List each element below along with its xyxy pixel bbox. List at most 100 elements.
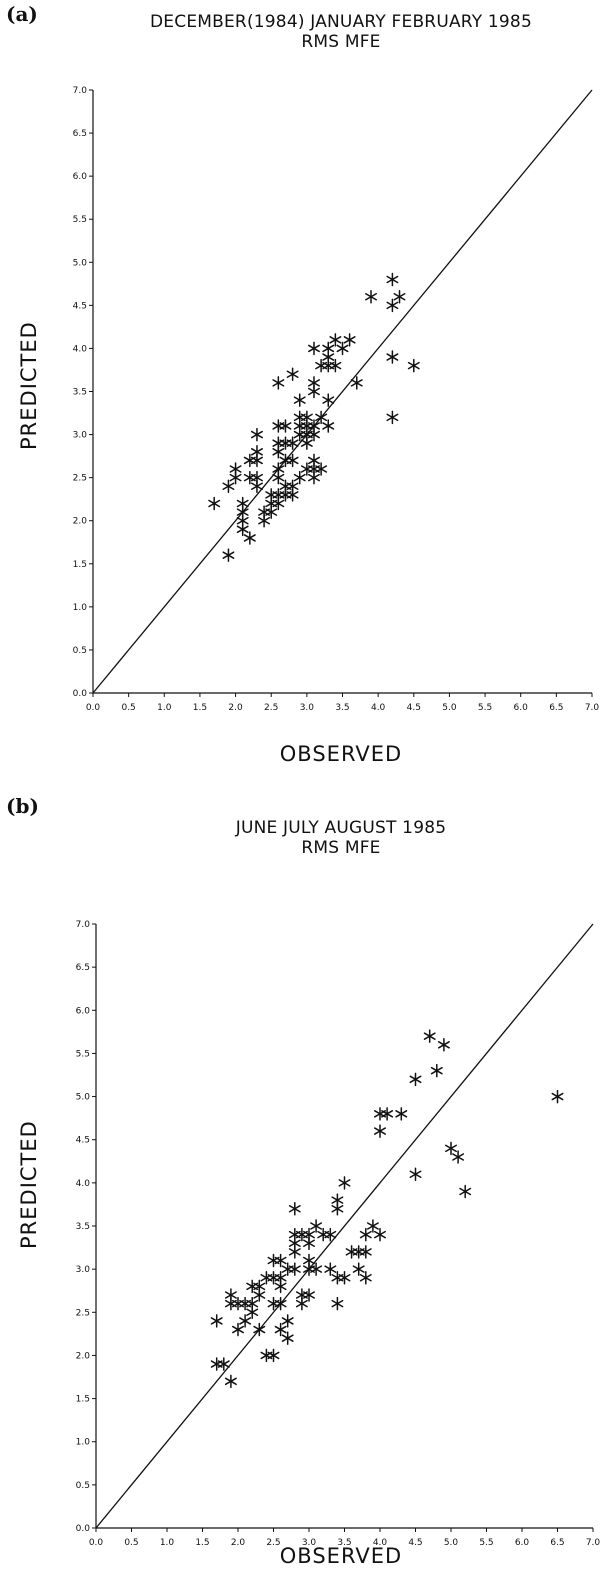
- data-point: [224, 1374, 237, 1389]
- data-point: [274, 1253, 287, 1268]
- data-point: [308, 419, 320, 433]
- data-point: [267, 1348, 280, 1363]
- data-point: [303, 1253, 315, 1268]
- x-tick-label: 6.0: [515, 1538, 530, 1548]
- data-point: [366, 1219, 379, 1233]
- data-point: [210, 1357, 223, 1371]
- data-point: [345, 1245, 358, 1259]
- data-point: [374, 1124, 386, 1138]
- scatter-plot: 0.0 0.5 1.0 1.5 2.0 2.5 3.0 3.5 4.0 4.5 5.0 5.5 6.0 6…: [73, 86, 600, 713]
- chart-subtitle: RMS MFE: [301, 32, 381, 52]
- data-point: [246, 1279, 259, 1294]
- x-tick-label: 7.0: [585, 703, 600, 713]
- x-tick-label: 0.0: [89, 1538, 104, 1548]
- x-axis-label: OBSERVED: [279, 1544, 403, 1568]
- data-point: [243, 453, 256, 468]
- y-tick-label: 1.5: [76, 1395, 90, 1405]
- x-tick-label: 7.0: [586, 1538, 601, 1548]
- x-tick-label: 2.5: [264, 703, 278, 713]
- data-point: [322, 393, 335, 407]
- data-point: [293, 470, 306, 485]
- chart-title: JUNE JULY AUGUST 1985: [235, 818, 447, 838]
- data-point: [407, 358, 420, 373]
- data-point: [374, 1227, 386, 1242]
- data-point: [229, 462, 242, 476]
- y-tick-label: 4.5: [76, 1136, 90, 1146]
- x-tick-label: 1.0: [160, 1538, 175, 1548]
- data-point: [260, 1348, 273, 1363]
- y-tick-label: 3.5: [73, 388, 87, 398]
- x-tick-label: 3.5: [335, 703, 349, 713]
- data-point: [393, 289, 406, 304]
- panel-label: (b): [6, 794, 39, 818]
- data-point: [322, 419, 335, 433]
- y-tick-label: 5.0: [73, 258, 88, 268]
- data-point: [274, 1322, 287, 1337]
- data-point: [409, 1167, 422, 1181]
- data-point: [374, 1107, 386, 1121]
- x-tick-label: 2.0: [228, 703, 243, 713]
- data-point: [437, 1038, 450, 1052]
- y-tick-label: 4.0: [76, 1179, 91, 1189]
- data-point: [303, 1288, 315, 1302]
- reference-line: [92, 89, 593, 694]
- x-tick-label: 6.5: [550, 1538, 564, 1548]
- data-point: [303, 1227, 315, 1242]
- data-point: [222, 548, 235, 562]
- x-tick-label: 1.5: [195, 1538, 209, 1548]
- data-point: [232, 1322, 244, 1337]
- data-point: [208, 496, 221, 511]
- data-point: [329, 333, 342, 347]
- y-tick-label: 6.5: [76, 963, 90, 973]
- x-tick-label: 1.5: [193, 703, 207, 713]
- y-tick-label: 1.0: [76, 1438, 91, 1448]
- chart-title: DECEMBER(1984) JANUARY FEBRUARY 1985: [150, 12, 532, 32]
- data-point: [274, 1271, 287, 1285]
- data-point: [352, 1262, 365, 1276]
- data-point: [217, 1357, 230, 1371]
- data-point: [331, 1296, 344, 1311]
- y-tick-label: 5.5: [76, 1049, 90, 1059]
- x-tick-label: 2.5: [266, 1538, 280, 1548]
- x-tick-label: 0.5: [124, 1538, 138, 1548]
- y-tick-label: 4.0: [73, 344, 88, 354]
- data-point: [315, 410, 328, 425]
- y-tick-label: 3.0: [73, 431, 88, 441]
- data-point: [222, 479, 235, 494]
- x-tick-label: 5.0: [444, 1538, 459, 1548]
- x-tick-label: 2.0: [231, 1538, 246, 1548]
- scatter-plot: 0.0 0.5 1.0 1.5 2.0 2.5 3.0 3.5 4.0 4.5 5.0 5.5 6.0 6…: [76, 920, 601, 1548]
- data-point: [267, 1271, 280, 1285]
- y-tick-label: 4.5: [73, 301, 87, 311]
- data-point: [350, 376, 363, 390]
- data-point: [324, 1262, 337, 1276]
- data-point: [250, 470, 263, 485]
- data-point: [331, 1271, 344, 1285]
- data-point: [315, 358, 328, 373]
- data-point: [331, 1193, 344, 1207]
- y-tick-label: 1.0: [73, 603, 88, 613]
- data-point: [260, 1271, 273, 1285]
- data-point: [250, 427, 263, 442]
- data-point: [459, 1184, 472, 1199]
- data-point: [336, 341, 349, 356]
- x-tick-label: 4.0: [371, 703, 386, 713]
- y-tick-label: 0.0: [76, 1524, 91, 1534]
- data-point: [359, 1271, 372, 1285]
- data-point: [310, 1219, 323, 1233]
- x-tick-label: 5.0: [442, 703, 457, 713]
- x-tick-label: 3.0: [300, 703, 315, 713]
- data-point: [286, 436, 299, 450]
- x-tick-label: 6.5: [549, 703, 563, 713]
- chart-panel-a: (a) DECEMBER(1984) JANUARY FEBRUARY 1985…: [0, 0, 602, 780]
- chart-subtitle: RMS MFE: [301, 838, 381, 858]
- data-point: [365, 289, 377, 304]
- data-point: [293, 410, 306, 425]
- data-point: [308, 376, 320, 390]
- y-tick-label: 2.0: [76, 1351, 91, 1361]
- data-point: [267, 1253, 280, 1268]
- data-point: [279, 436, 292, 450]
- data-point: [272, 436, 285, 450]
- data-point: [395, 1107, 408, 1121]
- x-tick-label: 4.0: [373, 1538, 388, 1548]
